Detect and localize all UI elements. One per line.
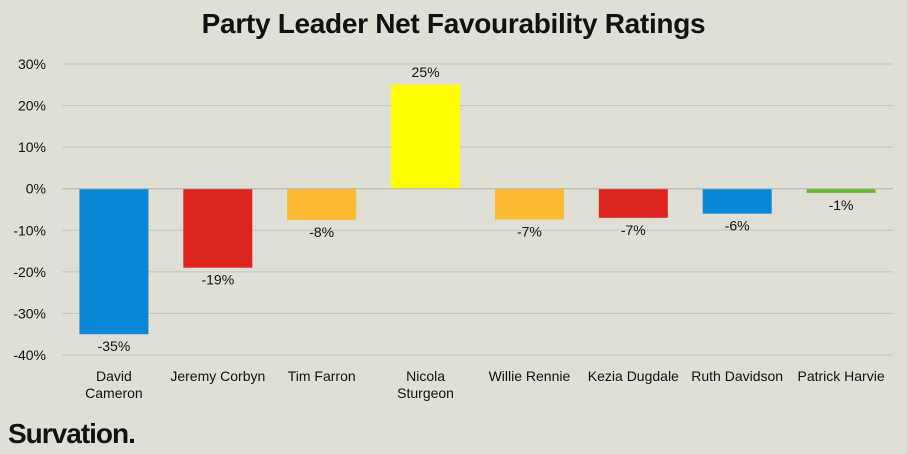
- bar: [287, 188, 357, 220]
- category-label: Tim Farron: [288, 368, 356, 384]
- data-label: -8%: [309, 224, 334, 240]
- y-tick-label: 10%: [18, 139, 46, 155]
- survation-logo: Survation.: [8, 418, 136, 449]
- category-label: Jeremy Corbyn: [170, 368, 265, 384]
- y-tick-label: -40%: [13, 347, 46, 363]
- data-label: -6%: [725, 218, 750, 234]
- y-tick-label: 30%: [18, 56, 46, 72]
- bar: [494, 188, 564, 220]
- category-label: Nicola: [406, 368, 445, 384]
- category-label: Ruth Davidson: [691, 368, 783, 384]
- bar: [79, 188, 149, 335]
- y-tick-label: 20%: [18, 98, 46, 114]
- category-label: Sturgeon: [397, 385, 454, 401]
- bar: [806, 188, 876, 193]
- data-label: -35%: [98, 338, 131, 354]
- bar: [183, 188, 253, 268]
- data-label: 25%: [412, 64, 440, 80]
- bar: [391, 84, 461, 189]
- data-label: -19%: [201, 272, 234, 288]
- category-label: Kezia Dugdale: [588, 368, 679, 384]
- bars: [79, 84, 876, 335]
- category-label: Cameron: [85, 385, 143, 401]
- category-label: David: [96, 368, 132, 384]
- y-tick-label: -10%: [13, 222, 46, 238]
- y-tick-label: 0%: [26, 181, 46, 197]
- data-label: -7%: [517, 223, 542, 239]
- category-label: Willie Rennie: [489, 368, 571, 384]
- y-axis-ticks: 30% 20% 10% 0% -10% -20% -30% -40%: [13, 56, 46, 363]
- category-label: Patrick Harvie: [797, 368, 884, 384]
- data-label: -7%: [621, 222, 646, 238]
- y-tick-label: -20%: [13, 264, 46, 280]
- data-labels: -35% -19% -8% 25% -7% -7% -6% -1%: [98, 64, 854, 354]
- chart-title: Party Leader Net Favourability Ratings: [201, 8, 706, 39]
- data-label: -1%: [829, 197, 854, 213]
- y-tick-label: -30%: [13, 305, 46, 321]
- bar: [702, 188, 772, 214]
- bar: [598, 188, 668, 218]
